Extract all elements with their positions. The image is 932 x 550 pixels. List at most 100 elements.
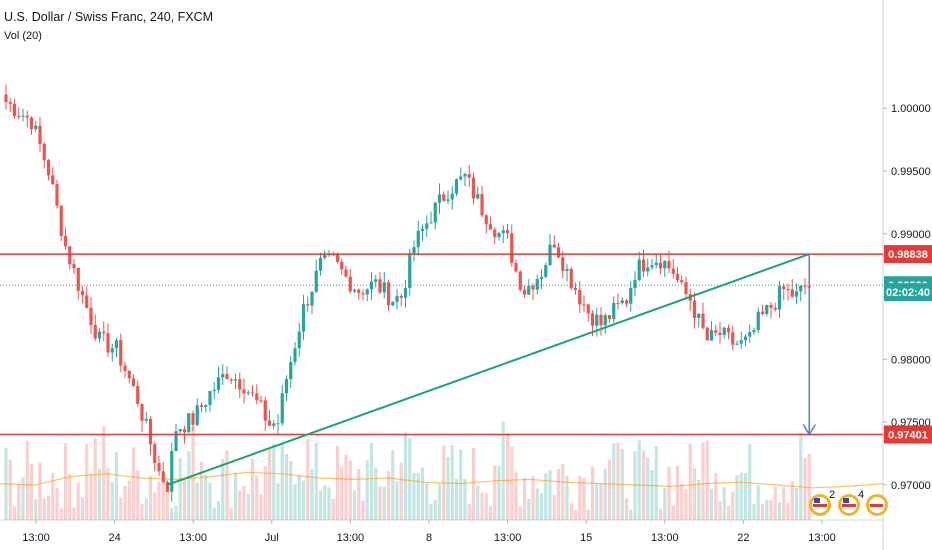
volume-bar bbox=[718, 501, 722, 520]
volume-bar bbox=[646, 457, 650, 520]
volume-bar bbox=[667, 466, 671, 520]
volume-bar bbox=[735, 475, 739, 520]
volume-bar bbox=[510, 447, 514, 520]
candle-body bbox=[675, 273, 680, 281]
candle-body bbox=[335, 254, 340, 262]
candle-body bbox=[714, 330, 718, 333]
volume-bar bbox=[293, 483, 297, 520]
volume-bar bbox=[395, 481, 399, 520]
candle-body bbox=[658, 262, 663, 269]
candle-body bbox=[505, 230, 510, 234]
volume-bar bbox=[548, 470, 552, 520]
volume-bar bbox=[786, 502, 790, 520]
volume-bar bbox=[323, 485, 327, 520]
volume-bar bbox=[102, 426, 106, 520]
price-tag-label: 0.97401 bbox=[888, 430, 928, 442]
volume-bar bbox=[310, 468, 314, 520]
volume-bar bbox=[794, 488, 799, 520]
volume-bar bbox=[739, 472, 743, 520]
candle-body bbox=[106, 333, 110, 353]
candle-body bbox=[446, 199, 450, 201]
volume-bar bbox=[182, 478, 187, 520]
candle-body bbox=[599, 314, 603, 326]
volume-bar bbox=[522, 477, 527, 520]
volume-bar bbox=[760, 504, 765, 520]
candle-body bbox=[170, 451, 174, 492]
candle-body bbox=[467, 174, 471, 178]
candle-body bbox=[297, 331, 301, 349]
candle-body bbox=[684, 282, 688, 295]
candle-body bbox=[344, 269, 348, 277]
volume-bar bbox=[586, 509, 590, 520]
volume-bar bbox=[144, 498, 148, 520]
volume-bar bbox=[165, 486, 170, 520]
price-tag-label: 02:02:40 bbox=[886, 287, 930, 299]
volume-bar bbox=[603, 468, 607, 520]
price-tag-countdown bbox=[884, 283, 932, 302]
x-tick-label: 13:00 bbox=[179, 532, 207, 544]
volume-bar bbox=[471, 447, 476, 520]
volume-bar bbox=[348, 460, 352, 520]
volume-bar bbox=[153, 492, 157, 520]
candle-body bbox=[12, 103, 17, 116]
candle-body bbox=[637, 259, 641, 280]
volume-bar bbox=[289, 461, 293, 520]
candle-body bbox=[535, 279, 539, 290]
volume-bar bbox=[42, 498, 46, 520]
time-axis[interactable]: 13:00 24 13:00 Jul 13:00 8 13:00 15 13:00 22 13:00 bbox=[22, 520, 836, 544]
volume-bar bbox=[8, 459, 12, 520]
candle-body bbox=[718, 332, 722, 336]
volume-bar bbox=[318, 490, 323, 520]
volume-bar bbox=[463, 479, 467, 520]
volume-bar bbox=[514, 472, 518, 520]
candle-body bbox=[790, 289, 794, 297]
volume-bar bbox=[429, 503, 433, 520]
volume-bar bbox=[501, 421, 505, 520]
candle-body bbox=[29, 117, 34, 130]
candle-body bbox=[289, 362, 293, 380]
candle-body bbox=[527, 285, 531, 295]
candle-body bbox=[731, 332, 735, 345]
volume-bar bbox=[752, 503, 756, 520]
candle-body bbox=[620, 300, 624, 304]
volume-bar bbox=[663, 488, 667, 520]
candle-body bbox=[89, 307, 93, 326]
drawing-overlays[interactable] bbox=[0, 253, 883, 486]
volume-bar bbox=[72, 507, 76, 520]
candle-body bbox=[705, 327, 709, 341]
volume-bar bbox=[361, 500, 365, 520]
candle-body bbox=[340, 261, 344, 270]
candle-body bbox=[242, 389, 246, 394]
candle-body bbox=[709, 330, 714, 341]
candle-body bbox=[263, 400, 267, 421]
economic-event-badge[interactable]: 4 bbox=[838, 489, 864, 516]
candle-body bbox=[144, 418, 148, 421]
x-tick-label: 8 bbox=[426, 532, 432, 544]
volume-bar bbox=[446, 457, 450, 520]
economic-event-badge[interactable] bbox=[866, 494, 888, 516]
volume-bar bbox=[578, 475, 582, 520]
candle-body bbox=[386, 282, 391, 306]
candle-body bbox=[391, 301, 395, 306]
volume-bar bbox=[705, 440, 709, 520]
volume-bar bbox=[170, 508, 174, 520]
candle-body bbox=[578, 290, 582, 305]
candle-body bbox=[548, 244, 552, 266]
volume-indicator-label[interactable]: Vol (20) bbox=[4, 30, 42, 42]
volume-bar bbox=[382, 486, 386, 520]
candle-body bbox=[110, 348, 114, 353]
volume-bar bbox=[208, 482, 212, 520]
candle-body bbox=[51, 175, 55, 185]
candle-body bbox=[314, 270, 318, 292]
volume-bar bbox=[331, 498, 335, 520]
volume-bar bbox=[97, 468, 102, 520]
candle-body bbox=[25, 115, 29, 118]
candle-body bbox=[760, 311, 765, 314]
candle-body bbox=[633, 279, 637, 289]
economic-event-badge[interactable]: 2 bbox=[809, 489, 835, 516]
volume-bar bbox=[352, 490, 357, 520]
y-tick-label: 0.99000 bbox=[891, 229, 931, 241]
candle-body bbox=[204, 405, 208, 407]
